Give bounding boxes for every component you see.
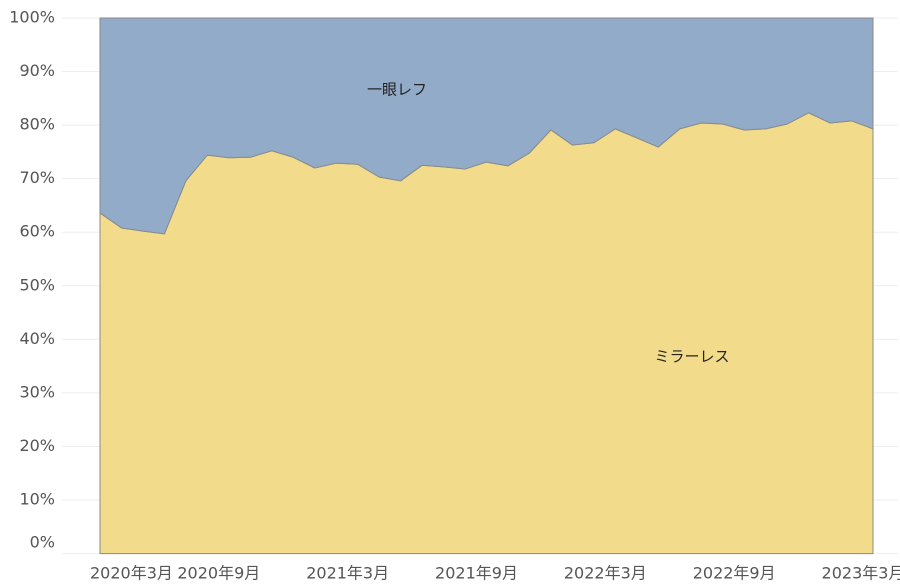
y-tick-label: 0%: [30, 533, 55, 552]
y-tick-label: 100%: [9, 8, 55, 27]
x-tick-label: 2022年3月: [564, 564, 647, 583]
area: [99, 112, 874, 555]
y-tick-label: 30%: [19, 382, 55, 401]
area-label: 一眼レフ: [367, 81, 427, 99]
y-tick-label: 10%: [19, 490, 55, 509]
y-tick-label: 80%: [19, 115, 55, 134]
x-tick-label: 2021年9月: [435, 564, 518, 583]
y-tick-label: 20%: [19, 436, 55, 455]
y-tick-label: 70%: [19, 168, 55, 187]
y-tick-label: 50%: [19, 275, 55, 294]
y-tick-label: 60%: [19, 222, 55, 241]
x-tick-label: 2020年3月: [90, 564, 173, 583]
x-tick-label: 2022年9月: [693, 564, 776, 583]
y-tick-label: 40%: [19, 329, 55, 348]
x-tick-label: 2020年9月: [177, 564, 260, 583]
x-tick-label: 2023年3月: [822, 564, 900, 583]
area: [99, 17, 874, 235]
x-tick-label: 2021年3月: [306, 564, 389, 583]
area-label: ミラーレス: [654, 348, 729, 366]
y-tick-label: 90%: [19, 61, 55, 80]
